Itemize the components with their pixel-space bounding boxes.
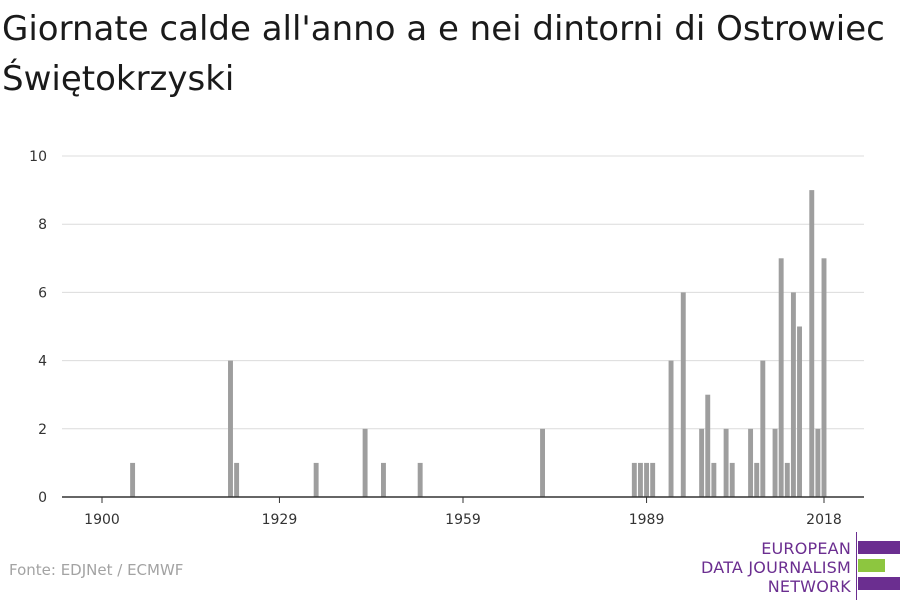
y-tick-label: 6: [38, 285, 47, 301]
bar: [760, 360, 766, 497]
bar: [790, 292, 796, 497]
bar: [631, 462, 637, 497]
source-note: Fonte: EDJNet / ECMWF: [9, 561, 184, 579]
bar: [797, 326, 802, 497]
chart-title: Giornate calde all'anno a e nei dintorni…: [2, 9, 885, 99]
bar: [711, 462, 717, 497]
x-tick-label: 1959: [445, 512, 481, 528]
bar: [809, 190, 815, 497]
bar: [729, 462, 735, 497]
bar: [668, 360, 674, 497]
logo-divider: [856, 532, 857, 600]
logo-line-1: EUROPEAN: [761, 539, 851, 558]
bar: [821, 258, 827, 497]
bar: [540, 428, 546, 497]
bar: [754, 462, 760, 497]
logo-bar-purple-top: [858, 541, 900, 554]
bar: [705, 394, 711, 497]
x-tick-label: 1900: [84, 512, 120, 528]
y-tick-label: 4: [38, 354, 47, 370]
x-tick-label: 2018: [806, 512, 842, 528]
bar: [723, 428, 729, 497]
bar: [637, 462, 643, 497]
bar: [748, 428, 754, 497]
bar: [417, 462, 423, 497]
bar: [313, 462, 319, 497]
bar: [680, 292, 686, 497]
bar: [380, 462, 386, 497]
bar: [778, 258, 784, 497]
logo-bar-green: [858, 559, 885, 572]
bar: [228, 360, 233, 497]
bar: [650, 462, 656, 497]
y-tick-label: 10: [29, 149, 47, 165]
edjnet-logo: EUROPEAN DATA JOURNALISM NETWORK: [700, 532, 900, 600]
x-tick-label: 1989: [629, 512, 665, 528]
bar: [234, 462, 240, 497]
bar: [699, 428, 705, 497]
y-tick-label: 0: [38, 490, 47, 506]
bar: [130, 462, 136, 497]
bar: [644, 462, 650, 497]
bar: [362, 428, 368, 497]
bar: [815, 428, 821, 497]
logo-bar-purple-bottom: [858, 577, 900, 590]
y-tick-label: 8: [38, 217, 47, 233]
bar: [772, 428, 778, 497]
x-tick-label: 1929: [262, 512, 298, 528]
y-tick-label: 2: [38, 422, 47, 438]
logo-line-2: DATA JOURNALISM: [701, 558, 851, 577]
bar: [784, 462, 790, 497]
logo-line-3: NETWORK: [767, 577, 851, 596]
